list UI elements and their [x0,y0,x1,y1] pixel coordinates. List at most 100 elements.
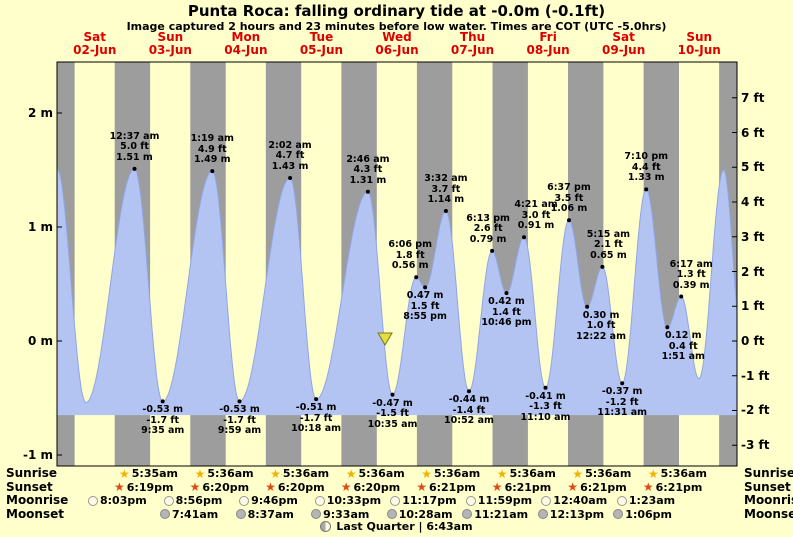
tide-extreme-label: -0.41 m -1.3 ft 11:10 am [520,390,571,423]
y-axis-label-ft: -3 ft [741,438,770,453]
tide-extreme-dot [567,218,571,223]
moonrise-moon-icon [390,495,401,506]
moonrise-time: 11:17pm [402,494,457,507]
y-axis-label-ft: 6 ft [741,125,765,140]
y-axis-label-ft: 7 ft [741,90,765,105]
day-label: Sun 10-Jun [677,30,721,57]
sunrise-entry: ★ 5:36am [270,467,329,480]
tide-extreme-dot [237,399,242,404]
moonrise-entry: 12:40am [541,494,607,507]
tide-extreme-label: 4:21 am 3.0 ft 0.91 m [514,199,558,232]
moonset-entry: 10:28am [386,508,453,521]
tide-extreme-dot [585,304,590,309]
day-label: Sat 02-Jun [73,30,117,57]
y-axis-label-m: 0 m [27,334,53,348]
tide-extreme-dot [414,275,419,280]
sunrise-entry: ★ 5:36am [195,467,254,480]
tide-extreme-label: 0.42 m 1.4 ft 10:46 pm [481,296,532,329]
moonset-time: 12:13pm [549,507,605,521]
day-label: Fri 08-Jun [526,30,570,57]
sunset-star-icon: ★ [340,480,352,494]
tide-extreme-dot [423,285,428,290]
sunrise-star-icon: ★ [119,466,130,481]
moonrise-moon-icon [88,495,98,506]
sunset-star-icon: ★ [265,480,276,494]
moonset-moon-icon [235,509,246,519]
sunrise-star-icon: ★ [572,466,584,481]
tide-extreme-label: -0.37 m -1.2 ft 11:31 am [597,386,648,419]
tide-extreme-dot [467,389,471,394]
moonset-entry: 8:37am [235,507,294,521]
moonset-moon-icon [160,509,170,519]
sunrise-star-icon: ★ [194,466,206,481]
current-tide-marker-icon [377,332,393,346]
y-axis-label-ft: 1 ft [741,299,765,314]
sunrise-time: 5:36am [433,467,481,480]
sunrise-star-icon: ★ [496,466,508,481]
moonrise-time: 9:46pm [251,494,298,507]
sunset-entry: ★ 6:21pm [416,481,475,494]
astro-row-label-moonset: Moonset [744,506,793,521]
sunrise-time: 5:36am [660,467,707,480]
sunset-star-icon: ★ [114,480,125,494]
moonset-time: 8:37am [247,507,294,521]
moonrise-time: 8:56pm [175,494,223,507]
sunrise-entry: ★ 5:36am [572,467,631,480]
sunset-star-icon: ★ [416,480,427,494]
sunrise-entry: ★ 5:36am [648,467,707,480]
day-label: Wed 06-Jun [375,30,419,57]
tide-extreme-label: -0.53 m -1.7 ft 9:35 am [141,404,185,437]
sunset-time: 6:21pm [428,480,476,494]
tide-extreme-dot [490,248,495,253]
tide-extreme-dot [132,166,137,171]
sunset-entry: ★ 6:21pm [643,481,702,494]
sunset-entry: ★ 6:20pm [341,481,400,494]
moonrise-entry: 8:03pm [88,494,147,507]
sunrise-star-icon: ★ [345,466,357,481]
tide-extreme-label: 1:19 am 4.9 ft 1.49 m [190,133,234,166]
tide-curve-line [57,167,738,404]
moonrise-entry: 11:17pm [390,494,457,507]
tide-extreme-label: 2:02 am 4.7 ft 1.43 m [268,139,312,172]
tide-extreme-dot [620,381,625,386]
tide-extreme-dot [522,235,526,240]
sunrise-time: 5:35am [131,467,179,480]
tide-extreme-dot [600,264,605,269]
tide-extreme-dot [390,392,395,397]
moonset-entry: 7:41am [160,508,218,521]
tide-extreme-label: 0.30 m 1.0 ft 12:22 am [576,309,626,342]
sunrise-star-icon: ★ [270,466,281,481]
tide-extreme-label: 3:32 am 3.7 ft 1.14 m [424,173,468,206]
moonrise-entry: 8:56pm [163,494,223,507]
sunset-time: 6:21pm [504,480,552,494]
sunset-entry: ★ 6:21pm [567,481,626,494]
moonset-entry: 1:06pm [613,508,672,521]
y-axis-label-ft: 4 ft [741,195,765,209]
sunrise-time: 5:36am [509,467,556,480]
day-label: Sun 03-Jun [148,30,192,57]
sunset-entry: ★ 6:20pm [265,481,324,494]
tide-extreme-label: 6:17 am 1.3 ft 0.39 m [669,258,713,291]
y-axis-label-ft: 2 ft [741,264,765,279]
astro-row-label-sunrise: Sunrise [6,466,58,480]
moonrise-time: 12:40am [553,494,608,507]
plot-border [56,61,738,467]
moonrise-moon-icon [465,495,476,506]
moonset-time: 11:21am [474,507,529,521]
moonset-time: 1:06pm [625,507,672,521]
tide-extreme-dot [504,291,509,296]
sunset-entry: ★ 6:19pm [114,481,173,494]
y-axis-label-ft: -2 ft [741,403,770,418]
moonset-entry: 9:33am [311,508,369,521]
tide-extreme-label: -0.47 m -1.5 ft 10:35 am [367,397,418,430]
y-axis-label-m: 2 m [27,106,53,120]
moonrise-moon-icon [616,495,627,506]
moonrise-time: 8:03pm [100,494,147,507]
y-axis-label-ft: 5 ft [741,160,765,175]
tide-extreme-label: 2:46 am 4.3 ft 1.31 m [346,153,390,186]
tide-extreme-label: 0.47 m 1.5 ft 8:55 pm [403,290,447,323]
sunset-star-icon: ★ [189,480,201,494]
moonrise-time: 11:59pm [477,494,533,507]
tide-extreme-dot [210,169,215,174]
